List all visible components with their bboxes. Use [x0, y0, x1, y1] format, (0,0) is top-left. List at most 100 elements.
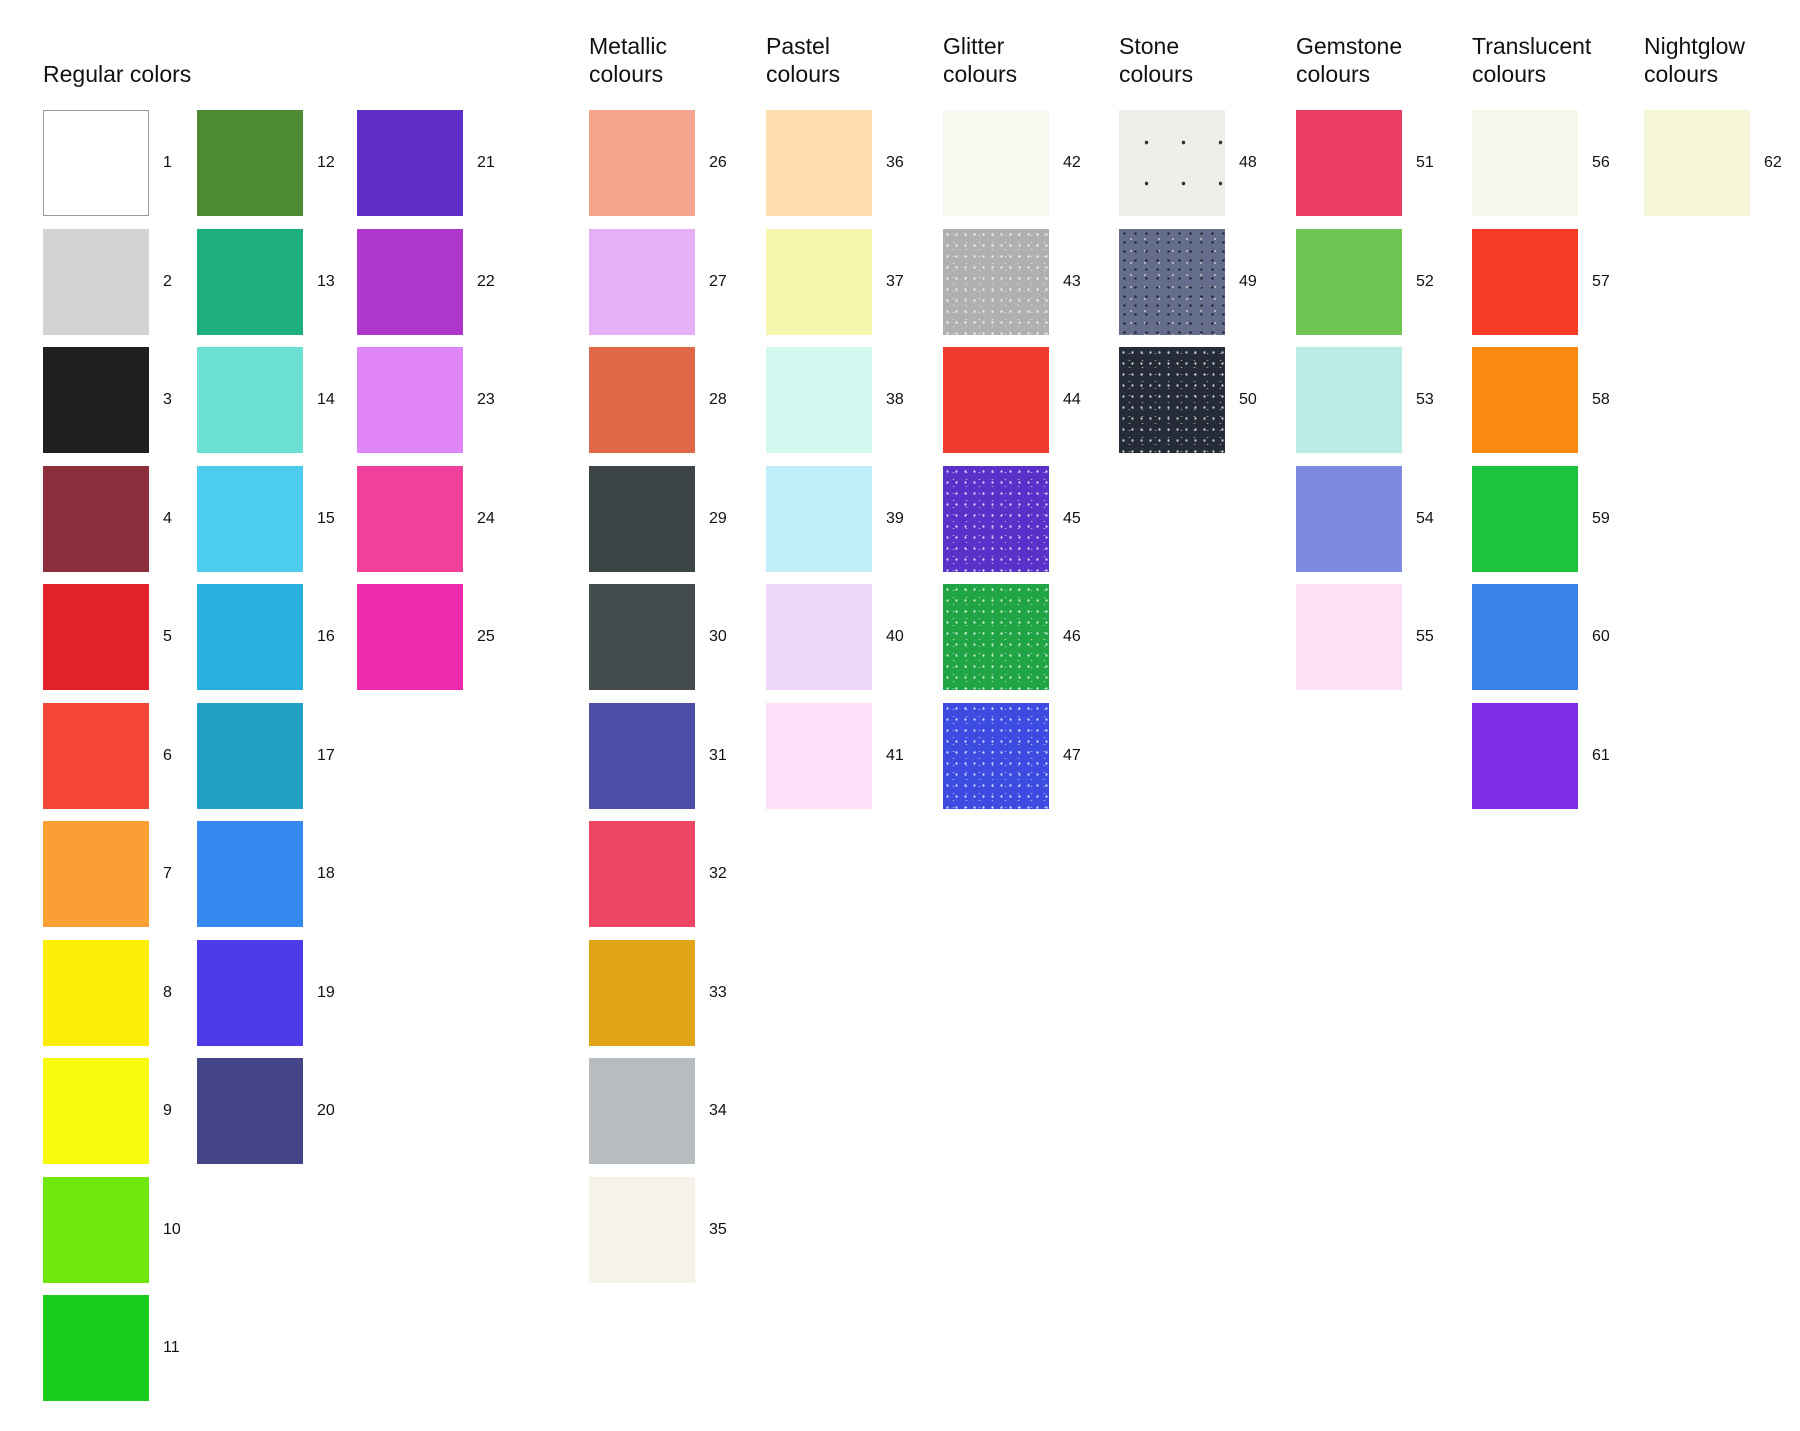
colour-swatch — [589, 465, 695, 572]
swatch-number: 12 — [317, 154, 335, 171]
colour-swatch — [589, 939, 695, 1046]
colour-swatch — [357, 110, 463, 216]
swatch-number: 21 — [477, 154, 495, 171]
colour-swatch — [43, 465, 149, 572]
swatch-number: 24 — [477, 509, 495, 527]
swatch-number: 60 — [1592, 628, 1610, 645]
colour-swatch — [43, 584, 149, 690]
swatch-number: 13 — [317, 272, 335, 290]
colour-swatch — [589, 1058, 695, 1164]
swatch-number: 8 — [163, 983, 172, 1001]
colour-swatch — [43, 228, 149, 335]
colour-swatch — [766, 584, 872, 690]
swatch-number: 36 — [886, 154, 904, 171]
colour-swatch — [589, 347, 695, 453]
colour-swatch — [43, 702, 149, 809]
colour-swatch — [357, 228, 463, 335]
swatch-number: 47 — [1063, 746, 1081, 764]
colour-swatch — [1472, 465, 1578, 572]
colour-swatch — [357, 584, 463, 690]
colour-swatch — [43, 1295, 149, 1401]
swatch-number: 31 — [709, 746, 727, 764]
swatch-number: 6 — [163, 746, 172, 764]
swatch-number: 48 — [1239, 154, 1257, 171]
swatch-number: 29 — [709, 509, 727, 527]
colour-swatch — [1296, 584, 1402, 690]
swatch-number: 5 — [163, 628, 172, 645]
colour-swatch — [1296, 228, 1402, 335]
colour-swatch — [43, 1176, 149, 1283]
colour-swatch — [197, 1058, 303, 1164]
swatch-number: 53 — [1416, 391, 1434, 408]
swatch-number: 4 — [163, 509, 172, 527]
group-heading: Glitter colours — [943, 33, 1018, 87]
swatch-number: 56 — [1592, 154, 1610, 171]
swatch-number: 55 — [1416, 628, 1434, 645]
colour-swatch — [197, 465, 303, 572]
colour-swatch — [1119, 228, 1225, 335]
colour-swatch — [766, 228, 872, 335]
colour-swatch — [1119, 347, 1225, 453]
swatch-number: 43 — [1063, 272, 1081, 290]
swatch-number: 17 — [317, 746, 335, 764]
group-heading: Translucent colours — [1472, 33, 1592, 87]
colour-swatch — [1472, 110, 1578, 216]
colour-swatch — [1296, 465, 1402, 572]
colour-swatch — [197, 821, 303, 927]
swatch-number: 59 — [1592, 509, 1610, 527]
swatch-number: 10 — [163, 1220, 181, 1238]
colour-swatch — [943, 465, 1049, 572]
swatch-number: 46 — [1063, 628, 1081, 645]
colour-swatch — [197, 228, 303, 335]
swatch-number: 2 — [163, 272, 172, 290]
colour-swatch — [1119, 110, 1225, 216]
colour-swatch — [589, 228, 695, 335]
colour-swatch — [766, 110, 872, 216]
swatch-number: 11 — [163, 1339, 180, 1356]
colour-swatch — [766, 465, 872, 572]
colour-swatch — [589, 110, 695, 216]
colour-swatch — [357, 465, 463, 572]
swatch-number: 20 — [317, 1102, 335, 1119]
swatch-number: 16 — [317, 628, 335, 645]
swatch-number: 62 — [1764, 154, 1782, 171]
swatch-number: 3 — [163, 391, 172, 408]
group-heading: Metallic colours — [589, 33, 667, 87]
swatch-number: 42 — [1063, 154, 1081, 171]
colour-swatch — [766, 702, 872, 809]
swatch-number: 61 — [1592, 746, 1610, 764]
colour-swatch — [589, 702, 695, 809]
swatch-number: 50 — [1239, 391, 1257, 408]
colour-swatch — [943, 702, 1049, 809]
colour-swatch — [1472, 347, 1578, 453]
colour-swatch — [1296, 347, 1402, 453]
swatch-number: 25 — [477, 628, 495, 645]
colour-swatch — [943, 584, 1049, 690]
colour-swatch — [1472, 702, 1578, 809]
colour-swatch — [43, 1058, 149, 1164]
swatch-number: 35 — [709, 1220, 727, 1238]
swatch-number: 58 — [1592, 391, 1610, 408]
swatch-number: 26 — [709, 154, 727, 171]
swatch-number: 51 — [1416, 154, 1434, 171]
swatch-number: 15 — [317, 509, 335, 527]
swatch-number: 37 — [886, 272, 904, 290]
swatch-number: 32 — [709, 865, 727, 882]
colour-swatch — [197, 347, 303, 453]
colour-swatch — [943, 228, 1049, 335]
swatch-number: 14 — [317, 391, 335, 408]
colour-swatch — [1472, 228, 1578, 335]
swatch-number: 23 — [477, 391, 495, 408]
colour-swatch — [43, 110, 149, 216]
colour-swatch — [943, 347, 1049, 453]
swatch-number: 45 — [1063, 509, 1081, 527]
colour-swatch — [589, 1176, 695, 1283]
colour-swatch — [197, 702, 303, 809]
swatch-number: 22 — [477, 272, 495, 290]
colour-swatch — [197, 584, 303, 690]
colour-swatch — [766, 347, 872, 453]
colour-swatch — [43, 821, 149, 927]
swatch-number: 34 — [709, 1102, 727, 1119]
swatch-number: 54 — [1416, 509, 1434, 527]
group-heading: Pastel colours — [766, 33, 841, 87]
